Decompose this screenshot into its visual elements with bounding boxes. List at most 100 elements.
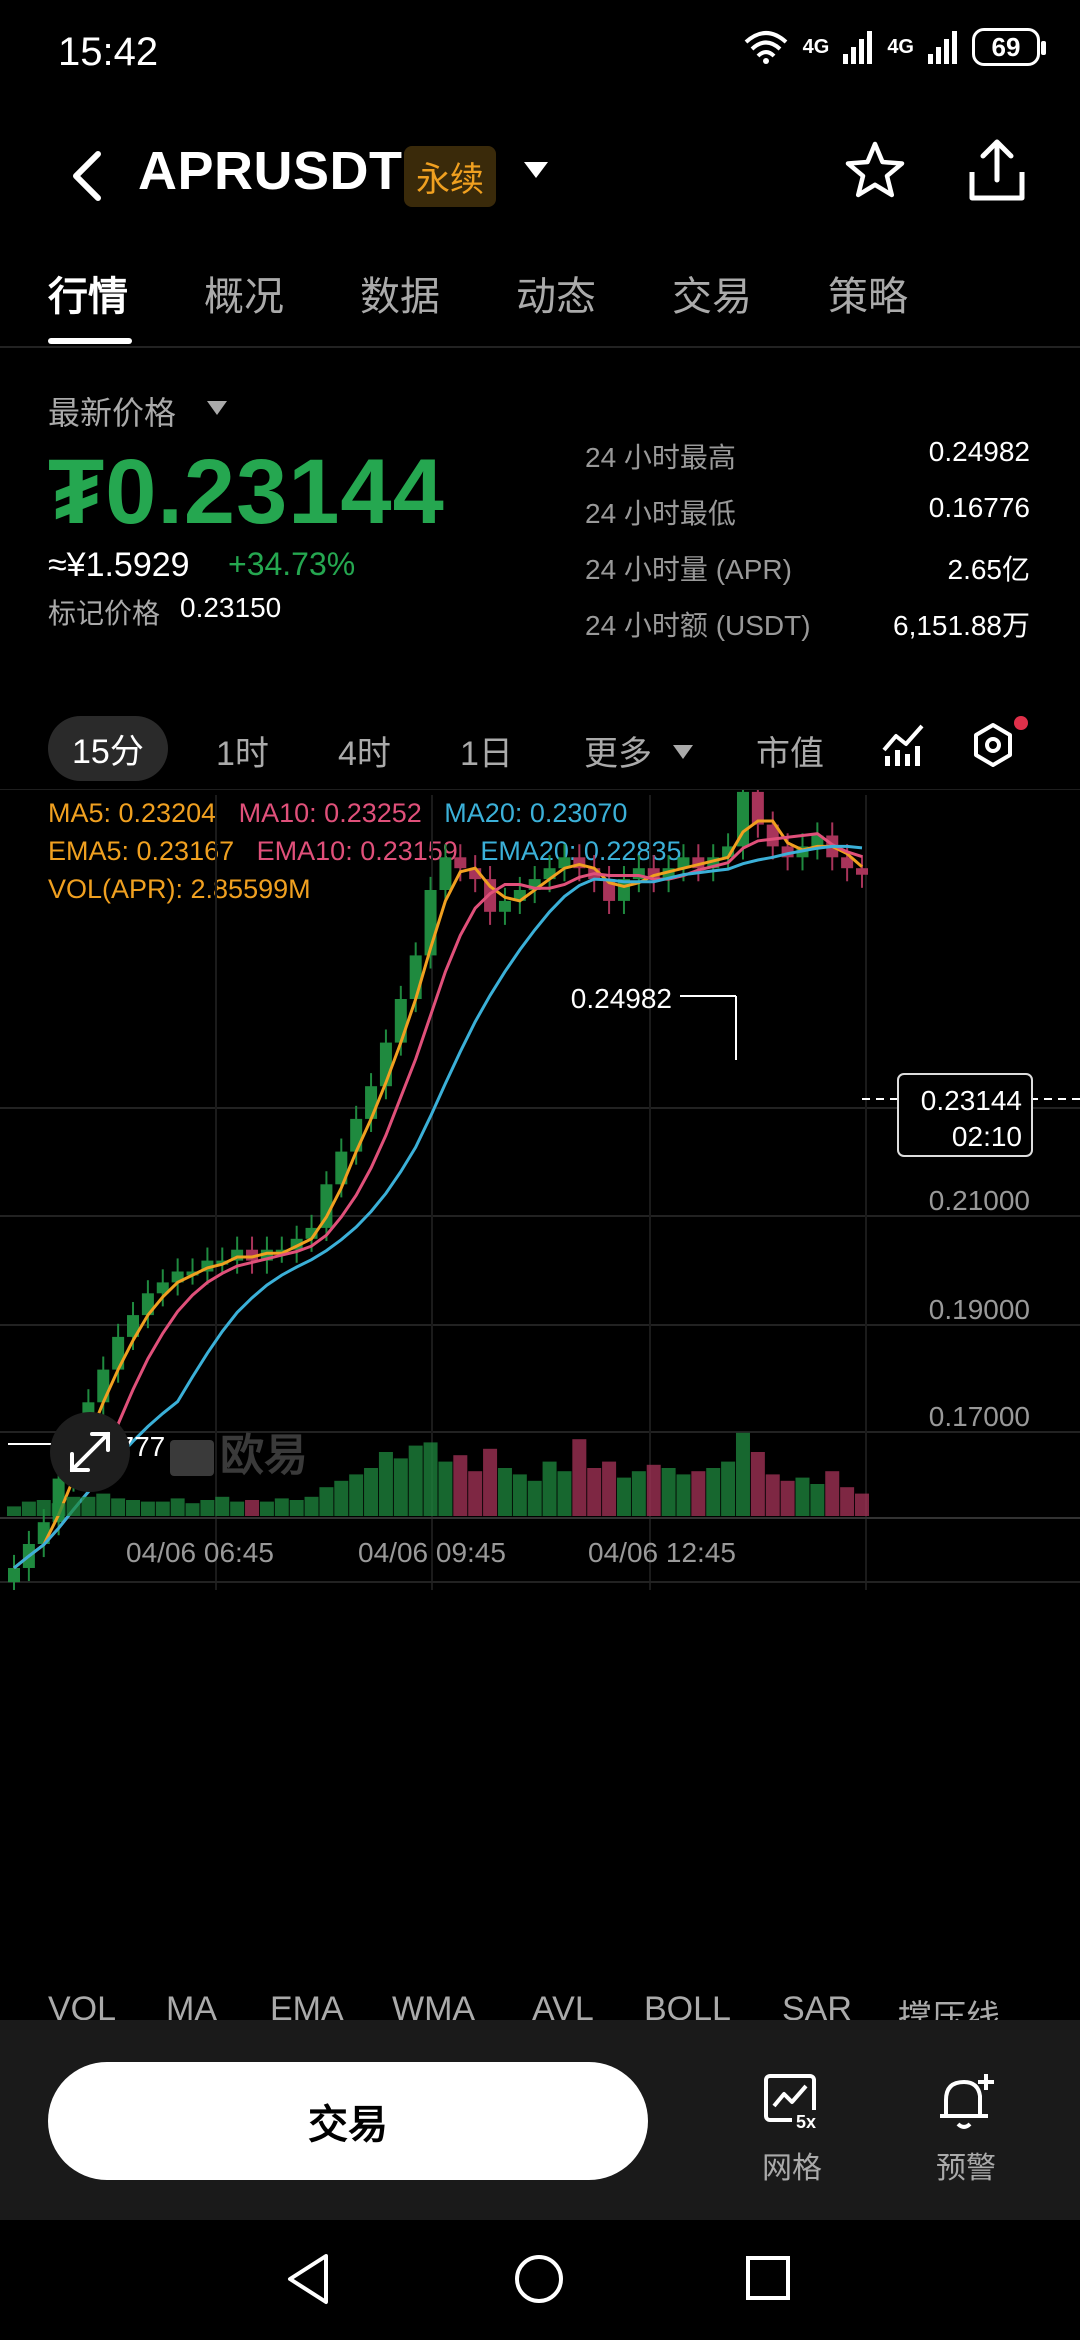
signal-4g-label: 4G <box>802 35 830 58</box>
kline-chart[interactable]: 0.249820.167770.2314402:100.210000.19000… <box>0 790 1080 1590</box>
market-cap-toggle[interactable]: 市值 <box>756 735 824 773</box>
volume-bar <box>542 1461 557 1516</box>
volume-bar <box>735 1432 750 1516</box>
volume-bar <box>408 1445 423 1516</box>
grid-trading-button[interactable]: 5x 网格 <box>742 2072 842 2187</box>
bell-plus-icon <box>940 2074 994 2129</box>
candle <box>722 846 735 858</box>
x-axis-tick-label: 04/06 06:45 <box>126 1537 274 1568</box>
volume-bar <box>646 1464 661 1516</box>
symbol-dropdown-icon[interactable] <box>522 160 550 180</box>
ma10-legend: MA10: 0.23252 <box>238 798 422 828</box>
candle <box>454 857 467 869</box>
interval-1h[interactable]: 1时 <box>216 735 269 773</box>
volume-bar <box>676 1474 691 1516</box>
interval-4h[interactable]: 4时 <box>338 735 391 773</box>
perpetual-badge: 永续 <box>404 146 496 207</box>
volume-bar <box>587 1468 602 1516</box>
tab-overview[interactable]: 概况 <box>204 275 284 319</box>
grid-label: 网格 <box>762 2152 822 2185</box>
candle <box>513 890 526 901</box>
volume-bar <box>21 1501 36 1516</box>
volume-bar <box>661 1468 676 1516</box>
tab-data[interactable]: 数据 <box>360 275 440 319</box>
tab-trades[interactable]: 交易 <box>672 275 752 319</box>
volume-bar <box>81 1496 96 1516</box>
volume-bar <box>200 1500 215 1516</box>
system-nav-bar <box>0 2220 1080 2340</box>
stat-label: 24 小时最低 <box>585 498 736 529</box>
ma-legend: MA5: 0.23204 MA10: 0.23252 MA20: 0.23070 <box>48 798 627 829</box>
nav-back-icon[interactable] <box>284 2252 334 2306</box>
candle <box>781 846 794 858</box>
volume-bar <box>840 1487 855 1516</box>
y-axis-tick-label: 0.17000 <box>929 1401 1030 1432</box>
volume-bar <box>602 1461 617 1516</box>
volume-bar <box>289 1500 304 1516</box>
candle <box>231 1249 244 1261</box>
volume-bar <box>706 1468 721 1516</box>
volume-bar <box>215 1496 230 1516</box>
candle <box>856 868 868 875</box>
ema5-legend: EMA5: 0.23167 <box>48 836 235 866</box>
volume-bar <box>691 1471 706 1516</box>
candle <box>677 857 690 869</box>
header: APRUSDT 永续 <box>0 130 1080 220</box>
grid-bot-icon: 5x <box>764 2074 822 2132</box>
ema-legend: EMA5: 0.23167 EMA10: 0.23159 EMA20: 0.22… <box>48 836 681 867</box>
candle <box>112 1336 125 1370</box>
nav-home-icon[interactable] <box>512 2252 566 2306</box>
candle <box>736 791 749 847</box>
candle <box>394 999 407 1043</box>
favorite-star-icon[interactable] <box>844 140 906 202</box>
stat-value: 2.65亿 <box>947 554 1031 585</box>
volume-bar <box>96 1493 111 1516</box>
ma5-legend: MA5: 0.23204 <box>48 798 217 828</box>
ma20-legend: MA20: 0.23070 <box>444 798 628 828</box>
back-arrow-icon[interactable] <box>62 148 112 204</box>
nav-recents-icon[interactable] <box>744 2254 794 2304</box>
signal-4g-label-2: 4G <box>887 35 914 58</box>
symbol-title[interactable]: APRUSDT <box>138 141 403 201</box>
interval-1d[interactable]: 1日 <box>460 735 513 773</box>
stat-row-turnover: 24 小时额 (USDT) 6,151.88万 <box>585 604 1030 660</box>
status-time: 15:42 <box>58 30 159 74</box>
tab-news[interactable]: 动态 <box>516 275 596 319</box>
candle <box>156 1282 169 1294</box>
stat-label: 24 小时量 (APR) <box>585 554 792 585</box>
volume-bar <box>721 1461 736 1516</box>
candle <box>171 1271 184 1283</box>
indicator-chart-icon[interactable] <box>880 720 926 766</box>
share-icon[interactable] <box>966 138 1028 204</box>
interval-15m[interactable]: 15分 <box>48 716 168 781</box>
trade-button[interactable]: 交易 <box>48 2062 648 2180</box>
volume-bar <box>51 1503 66 1516</box>
volume-bar <box>245 1500 260 1516</box>
volume-bar <box>349 1474 364 1516</box>
price-alert-button[interactable]: 预警 <box>916 2072 1016 2187</box>
latest-price-dropdown-icon[interactable] <box>206 400 228 416</box>
candle <box>841 857 854 869</box>
latest-price-label[interactable]: 最新价格 <box>48 395 177 431</box>
volume-bar <box>557 1471 572 1516</box>
x-axis-tick-label: 04/06 09:45 <box>358 1537 506 1568</box>
tab-strategy[interactable]: 策略 <box>828 275 908 319</box>
candle <box>558 857 571 869</box>
signal-bars-icon-2 <box>928 31 957 64</box>
volume-bar <box>378 1452 393 1516</box>
more-dropdown-icon[interactable] <box>672 744 694 760</box>
interval-more[interactable]: 更多 <box>584 735 652 773</box>
chart-settings-icon[interactable] <box>970 722 1016 768</box>
alert-label: 预警 <box>936 2152 996 2185</box>
candle <box>632 868 645 880</box>
candle <box>320 1184 333 1228</box>
candle <box>52 1478 65 1523</box>
candle <box>409 955 422 999</box>
status-bar: 15:42 4G 4G 69 <box>0 0 1080 110</box>
candle <box>350 1118 363 1152</box>
tab-market[interactable]: 行情 <box>48 275 128 319</box>
signal-bars-icon <box>843 31 873 64</box>
volume-bar <box>126 1500 141 1516</box>
moving-average-line <box>13 832 863 1570</box>
candle <box>662 868 675 880</box>
